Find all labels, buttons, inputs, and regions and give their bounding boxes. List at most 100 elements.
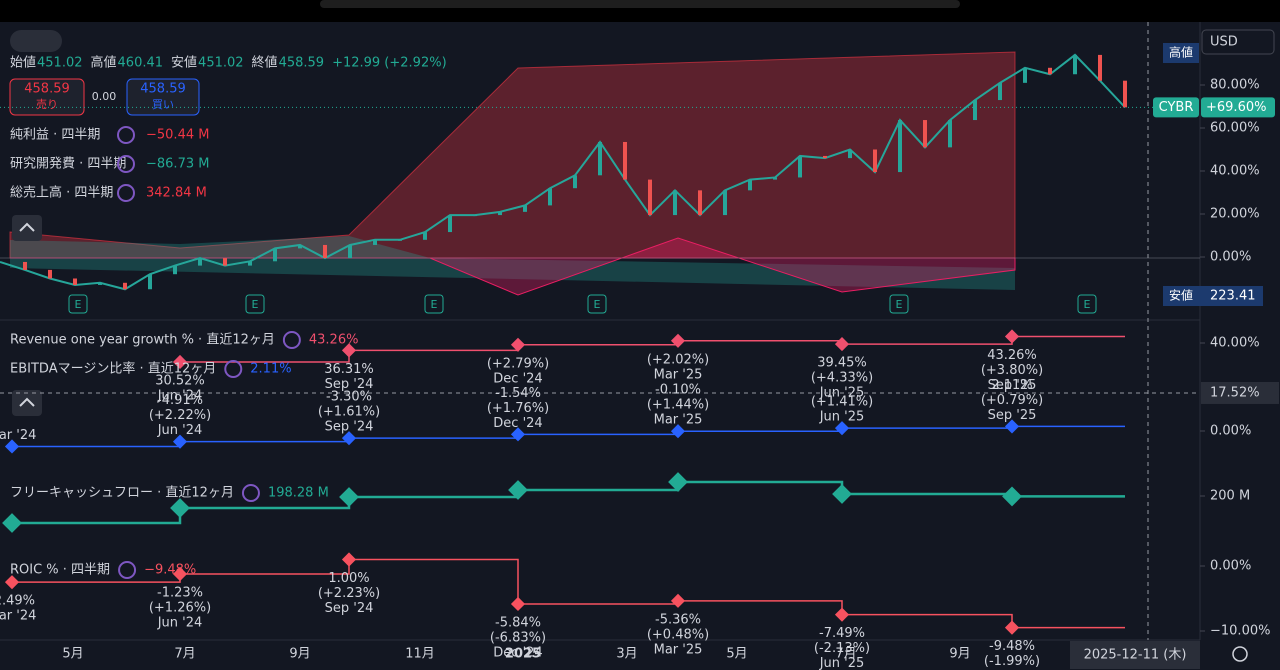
candle: [398, 239, 402, 241]
candle: [148, 274, 152, 290]
earnings-badge: [424, 294, 444, 314]
candle: [1023, 67, 1027, 83]
point-change: (+1.44%): [647, 398, 709, 413]
x-tick-label: 7月: [835, 647, 856, 662]
buy-price: 458.59: [140, 82, 186, 97]
pane-name: フリーキャッシュフロー · 直近12ヶ月: [10, 486, 234, 501]
report-marker: [341, 552, 357, 567]
net-income-area: [10, 237, 1016, 296]
sell-button[interactable]: [9, 78, 85, 116]
report-marker: [510, 337, 526, 352]
ohlc-label: 高値: [91, 55, 117, 71]
candle: [348, 244, 352, 259]
y-tick-label: −10.00%: [1210, 624, 1270, 639]
point-label: -2.49%: [0, 594, 35, 609]
indicator-name: 研究開発費 · 四半期: [10, 157, 126, 172]
report-marker: [341, 343, 357, 358]
candle: [323, 244, 327, 259]
report-marker: [668, 472, 688, 492]
candle: [1098, 54, 1102, 81]
report-marker: [670, 593, 686, 608]
point-date: Dec '24: [493, 416, 542, 431]
settings-icon[interactable]: [1232, 646, 1248, 662]
candle: [173, 265, 177, 275]
candle: [273, 248, 277, 262]
ohlc-value: 460.41: [118, 56, 164, 71]
candle: [823, 155, 827, 159]
point-date: Dec '24: [493, 645, 542, 660]
pane-latest: 2.11%: [250, 362, 291, 377]
currency-select[interactable]: [1201, 29, 1275, 55]
candle: [248, 261, 252, 266]
ohlc-value: 458.59: [279, 56, 325, 71]
candle: [973, 100, 977, 121]
chevron-icon: [19, 397, 35, 407]
pane-latest: 43.26%: [309, 333, 359, 348]
report-marker: [508, 480, 528, 500]
report-marker: [834, 337, 850, 352]
candle: [48, 269, 52, 279]
report-marker: [172, 566, 188, 582]
sell-price: 458.59: [24, 82, 70, 97]
pane-icon: [282, 331, 301, 349]
point-date: Jun '24: [157, 615, 203, 630]
candle: [948, 120, 952, 148]
earnings-marker: E: [896, 298, 903, 311]
report-marker: [670, 424, 686, 439]
ohlc-label: 始値: [10, 55, 36, 71]
x-tick-label: 7月: [174, 647, 195, 662]
point-change: (+1.41%): [811, 395, 873, 410]
pane-latest: 198.28 M: [268, 486, 329, 501]
earnings-marker: E: [252, 298, 259, 311]
point-date: Sep '24: [325, 420, 374, 435]
point-date: Mar '25: [654, 367, 703, 382]
pane-latest: −9.48%: [144, 563, 196, 578]
symbol: CYBR: [1159, 100, 1194, 115]
collapse-button[interactable]: [12, 390, 42, 416]
report-marker: [1004, 620, 1020, 635]
point-change: (+0.79%): [981, 393, 1043, 408]
toggle[interactable]: [10, 30, 62, 52]
point-date: Mar '25: [654, 413, 703, 428]
buy-button[interactable]: [126, 78, 200, 116]
pane-icon: [241, 484, 260, 502]
y-tick-label: 60.00%: [1210, 121, 1260, 136]
candle: [473, 215, 477, 217]
point-date: Dec '24: [493, 371, 542, 386]
point-change: (-1.99%): [984, 654, 1040, 669]
point-label: 36.31%: [324, 362, 374, 377]
point-change: (+1.26%): [149, 600, 211, 615]
point-label: 1.00%: [328, 571, 369, 586]
report-marker: [510, 596, 526, 612]
candle: [598, 141, 602, 176]
candle: [773, 177, 777, 180]
indicator-icon: [117, 184, 135, 202]
point-label: -7.49%: [819, 626, 865, 641]
ohlc-value: 451.02: [198, 56, 244, 71]
candle: [423, 232, 427, 240]
indicator-value: 342.84 M: [146, 186, 207, 201]
crosshair-bg: [1201, 381, 1279, 404]
x-tick-label: 11月: [405, 647, 435, 662]
y-tick-label: 0.00%: [1210, 559, 1251, 574]
point-change: (+1.76%): [487, 401, 549, 416]
candle: [198, 258, 202, 266]
currency: USD: [1210, 35, 1238, 50]
point-date: Jun '24: [157, 388, 203, 403]
report-marker: [670, 333, 686, 348]
buy-label: 買い: [152, 98, 174, 111]
point-label: -3.30%: [326, 390, 372, 405]
report-marker: [172, 434, 188, 449]
y-tick-label: 80.00%: [1210, 78, 1260, 93]
point-date: Sep '25: [988, 408, 1037, 423]
collapse-button[interactable]: [12, 215, 42, 241]
pane-name: EBITDAマージン比率 · 直近12ヶ月: [10, 361, 216, 377]
candle: [223, 258, 227, 266]
report-marker: [832, 484, 852, 504]
pane-name: ROIC % · 四半期: [10, 563, 110, 578]
point-change: (+0.48%): [647, 627, 709, 642]
point-date: Sep '24: [325, 377, 374, 392]
x-tick-label: 9月: [949, 647, 970, 662]
indicator-value: −86.73 M: [146, 157, 209, 172]
